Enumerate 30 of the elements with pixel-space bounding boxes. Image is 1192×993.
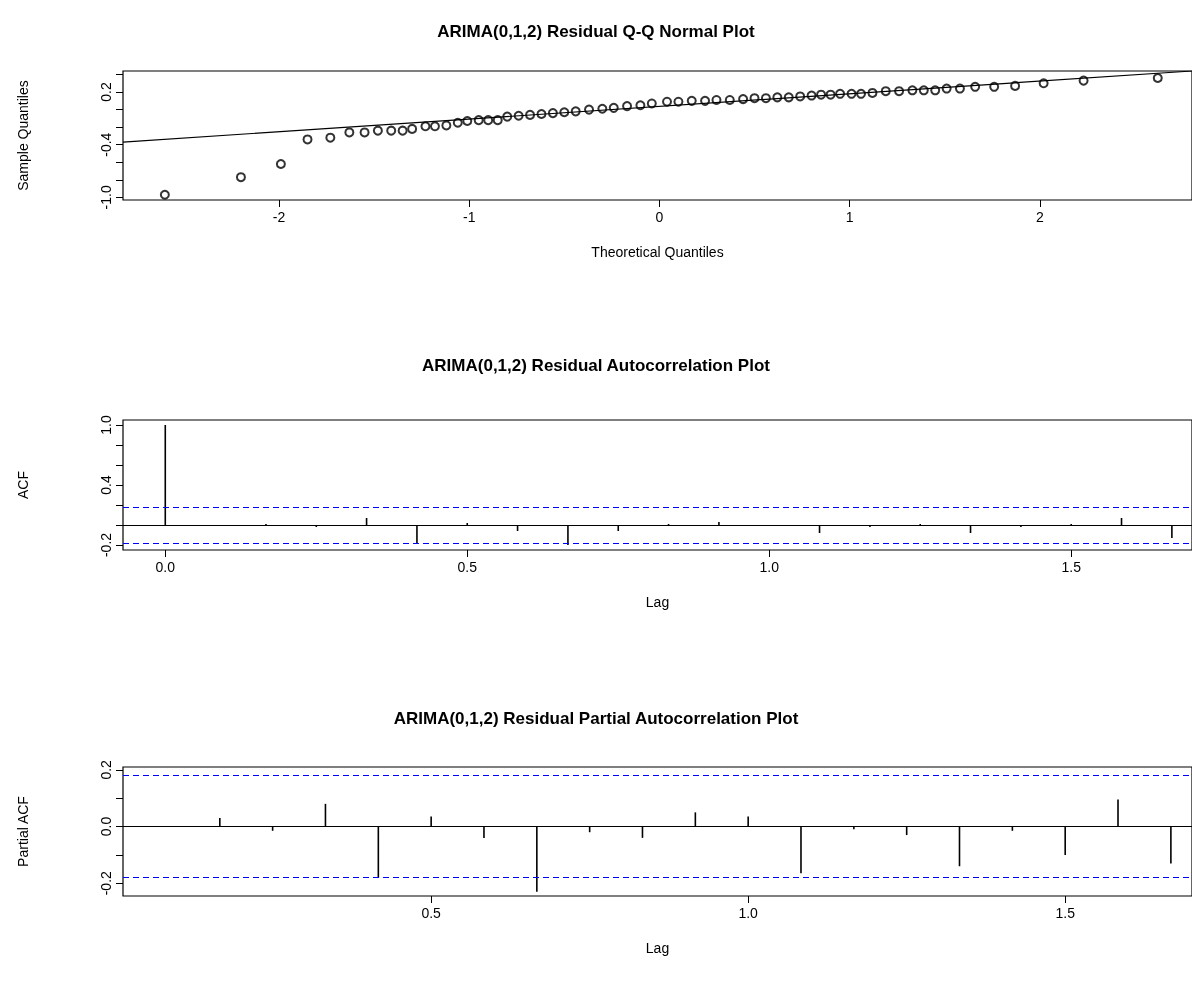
y-tick-label: 0.0 <box>98 816 114 837</box>
y-axis-title: ACF <box>15 471 31 499</box>
y-axis-title: Sample Quantiles <box>15 80 31 191</box>
y-tick-label: 0.4 <box>98 475 114 495</box>
x-tick-label: 0 <box>655 209 664 225</box>
x-tick-label: 1.0 <box>759 559 780 575</box>
y-tick-label: 0.2 <box>98 82 114 102</box>
chart-title: ARIMA(0,1,2) Residual Autocorrelation Plot <box>422 356 771 375</box>
x-tick-label: 1.5 <box>1055 905 1076 921</box>
x-tick-label: -1 <box>462 209 476 225</box>
y-tick-label: -0.2 <box>98 532 114 558</box>
x-tick-label: -2 <box>272 209 286 225</box>
x-axis-title: Lag <box>645 594 670 610</box>
y-tick-label: 0.2 <box>98 759 114 780</box>
y-tick-label: 1.0 <box>98 415 114 435</box>
y-tick-label: -0.2 <box>98 870 114 896</box>
x-tick-label: 1 <box>845 209 854 225</box>
x-tick-label: 0.5 <box>421 905 442 921</box>
x-axis-title: Theoretical Quantiles <box>591 244 724 260</box>
y-tick-label: -0.4 <box>98 132 114 157</box>
x-tick-label: 0.0 <box>155 559 176 575</box>
x-tick-label: 0.5 <box>457 559 478 575</box>
y-axis-title: Partial ACF <box>15 796 31 867</box>
chart-title: ARIMA(0,1,2) Residual Partial Autocorrelation Plot <box>393 709 799 728</box>
x-axis-title: Lag <box>645 940 670 956</box>
y-tick-label: -1.0 <box>98 185 114 210</box>
x-tick-label: 2 <box>1035 209 1044 225</box>
x-tick-label: 1.5 <box>1061 559 1082 575</box>
chart-title: ARIMA(0,1,2) Residual Q-Q Normal Plot <box>437 22 756 41</box>
x-tick-label: 1.0 <box>738 905 759 921</box>
